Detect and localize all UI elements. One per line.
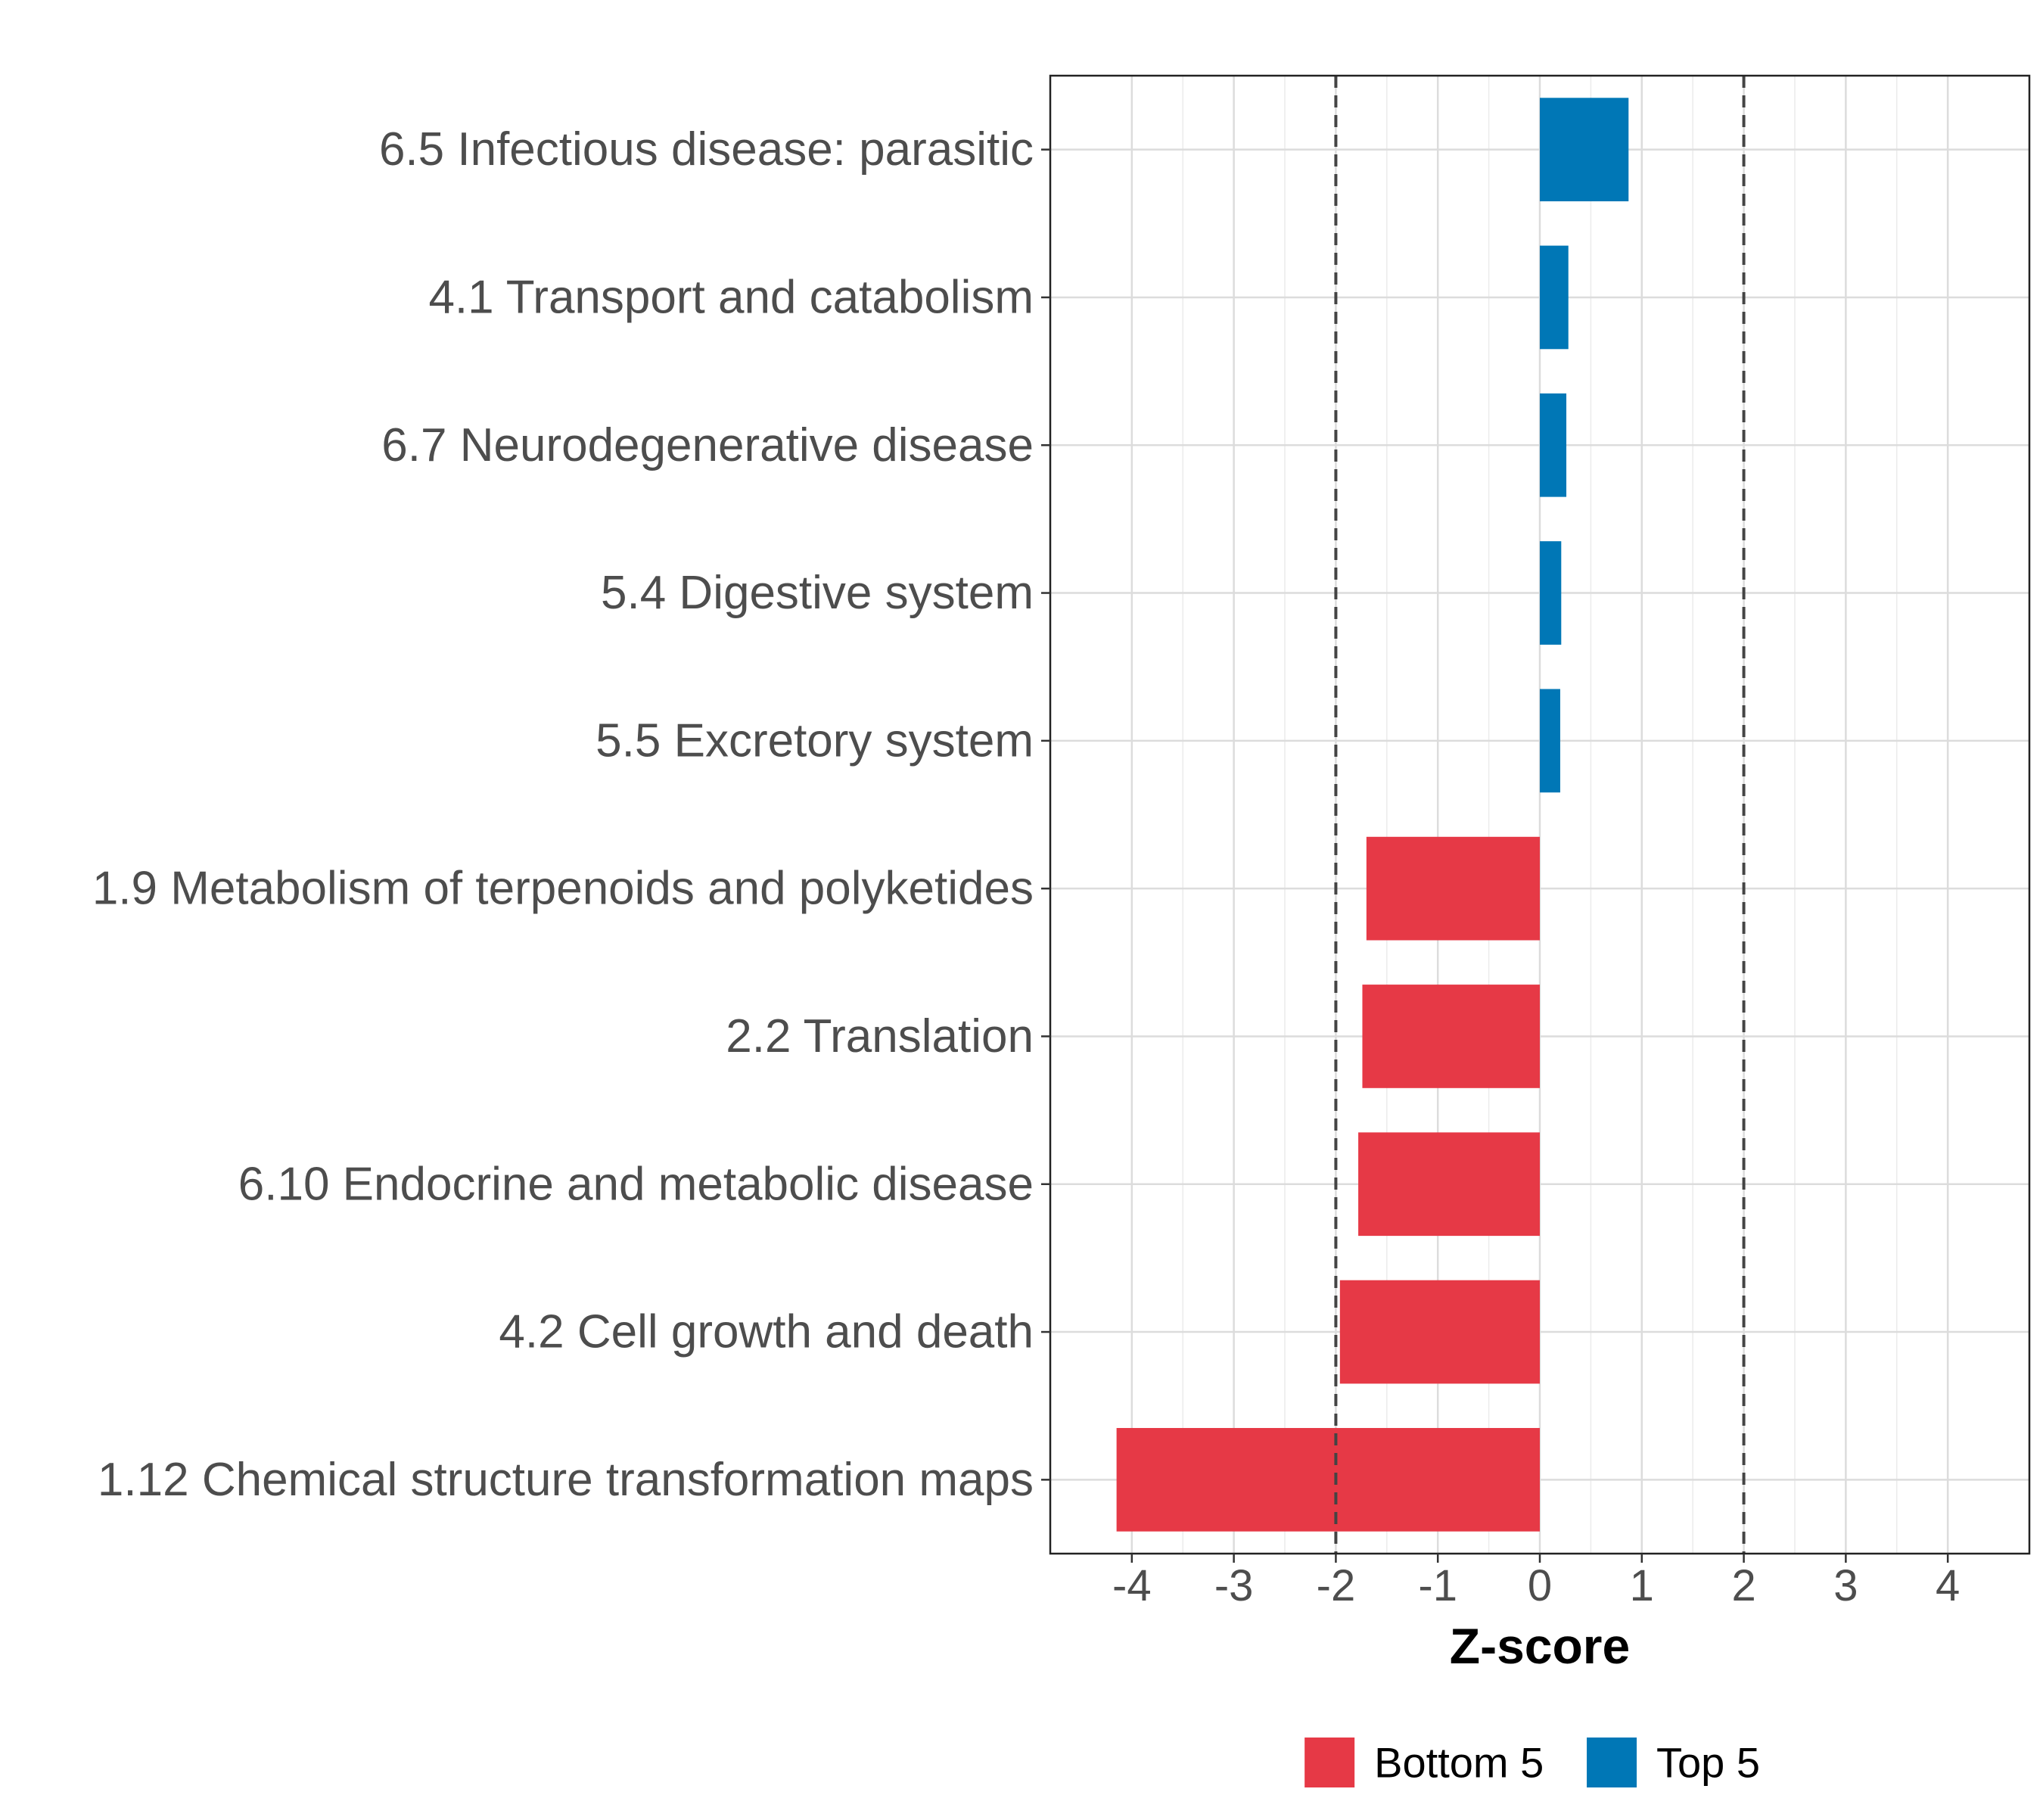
x-tick-label: 4 xyxy=(1936,1561,1960,1610)
y-tick-label: 6.10 Endocrine and metabolic disease xyxy=(238,1158,1034,1210)
legend-label: Bottom 5 xyxy=(1374,1739,1544,1787)
legend-swatch xyxy=(1304,1738,1355,1787)
x-tick-label: 1 xyxy=(1630,1561,1654,1610)
bar[interactable] xyxy=(1540,393,1567,497)
y-tick-label: 1.9 Metabolism of terpenoids and polyket… xyxy=(92,863,1034,915)
bar[interactable] xyxy=(1362,985,1540,1088)
x-tick-label: 0 xyxy=(1528,1561,1552,1610)
bar[interactable] xyxy=(1540,245,1569,350)
legend-item[interactable]: Top 5 xyxy=(1587,1738,1760,1787)
bar[interactable] xyxy=(1540,541,1562,645)
legend-swatch xyxy=(1587,1738,1637,1787)
bar[interactable] xyxy=(1116,1427,1540,1532)
bar[interactable] xyxy=(1358,1132,1540,1237)
x-tick-label: -2 xyxy=(1317,1561,1356,1610)
legend-item[interactable]: Bottom 5 xyxy=(1304,1738,1544,1787)
y-tick-label: 2.2 Translation xyxy=(726,1010,1034,1062)
y-tick-label: 5.4 Digestive system xyxy=(601,567,1034,619)
x-tick-label: -1 xyxy=(1418,1561,1457,1610)
legend-label: Top 5 xyxy=(1656,1739,1760,1787)
y-tick-label: 4.1 Transport and catabolism xyxy=(428,271,1034,323)
y-tick-label: 6.5 Infectious disease: parasitic xyxy=(379,123,1034,176)
y-tick-label: 1.12 Chemical structure transformation m… xyxy=(98,1454,1034,1506)
bar[interactable] xyxy=(1339,1280,1540,1384)
x-axis-title: Z-score xyxy=(1450,1618,1630,1674)
x-tick-label: 3 xyxy=(1833,1561,1858,1610)
y-tick-label: 5.5 Excretory system xyxy=(595,714,1034,767)
y-tick-label: 4.2 Cell growth and death xyxy=(499,1306,1034,1358)
bar[interactable] xyxy=(1540,98,1629,202)
y-tick-label: 6.7 Neurodegenerative disease xyxy=(381,419,1034,471)
x-tick-label: -4 xyxy=(1112,1561,1152,1610)
x-tick-label: -3 xyxy=(1214,1561,1254,1610)
x-tick-label: 2 xyxy=(1731,1561,1755,1610)
bar[interactable] xyxy=(1540,689,1560,793)
bar[interactable] xyxy=(1366,836,1540,941)
